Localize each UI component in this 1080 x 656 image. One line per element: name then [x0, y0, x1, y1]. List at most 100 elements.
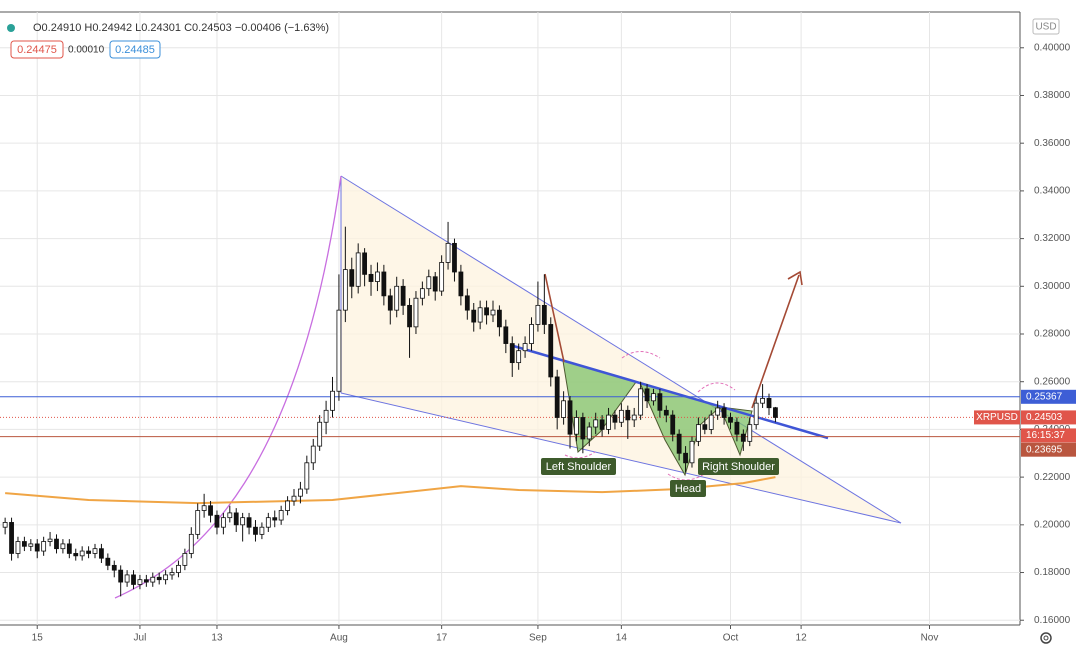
y-tick-label: 0.20000 [1034, 519, 1071, 530]
candle-body [458, 271, 464, 297]
arc [667, 473, 705, 481]
candle-body [670, 414, 676, 435]
candle-body [394, 285, 400, 311]
candle-body [278, 510, 284, 521]
candle-body [73, 553, 79, 557]
x-tick-label: Aug [330, 633, 348, 644]
candle-body [105, 557, 111, 566]
candle-body [721, 407, 727, 418]
candle-body [124, 574, 130, 583]
x-tick-label: 14 [616, 633, 628, 644]
arc [564, 451, 596, 459]
candle-body [683, 452, 688, 464]
candle-body [2, 522, 8, 528]
candle-body [368, 273, 374, 282]
candle-body [169, 572, 175, 576]
x-tick-label: 15 [32, 633, 44, 644]
arrowhead [787, 270, 803, 286]
price-tag-label: 0.23695 [1026, 444, 1063, 455]
candle-body [233, 512, 239, 526]
candle-body [188, 533, 194, 554]
candle-body [137, 579, 143, 585]
y-tick-label: 0.26000 [1034, 376, 1071, 387]
candle-body [452, 242, 457, 273]
candle-body [400, 285, 406, 306]
x-tick-label: 13 [211, 633, 223, 644]
candle-body [131, 574, 136, 585]
x-tick-label: 12 [796, 633, 808, 644]
candle-body [111, 564, 117, 571]
candle-body [246, 517, 252, 528]
left-shoulder-label: Left Shoulder [546, 461, 612, 473]
grid [0, 12, 1020, 625]
candle-body [41, 541, 47, 552]
candle-body [773, 407, 778, 418]
y-tick-label: 0.38000 [1034, 90, 1071, 101]
candle-body [208, 505, 213, 516]
ohlc-line: O0.24910 H0.24942 L0.24301 C0.24503 −0.0… [33, 22, 329, 34]
candle-body [419, 288, 425, 299]
currency-box[interactable] [1032, 18, 1060, 35]
candle-body [740, 433, 746, 442]
candle-body [432, 276, 438, 292]
candle-body [143, 579, 149, 583]
candle-body [79, 550, 85, 557]
candle-body [477, 307, 483, 323]
candle-body [548, 324, 554, 378]
wedge-upper [340, 175, 902, 524]
candle-body [15, 541, 21, 554]
x-tick-label: Nov [921, 633, 939, 644]
arc [697, 382, 736, 393]
arc [621, 351, 661, 359]
candle-body [176, 564, 181, 573]
y-tick-label: 0.30000 [1034, 281, 1071, 292]
candle-body [747, 424, 753, 442]
candle-body [182, 553, 188, 566]
candle-body [439, 262, 445, 292]
trend-arrow [544, 273, 565, 363]
candle-body [214, 514, 220, 528]
label-box [698, 458, 779, 475]
candle-body [535, 304, 541, 325]
symbol-tag [974, 410, 1020, 425]
ask-box[interactable] [109, 40, 161, 59]
price-tag [1021, 389, 1076, 404]
y-tick-label: 0.40000 [1034, 42, 1071, 53]
candle-body [529, 324, 534, 344]
x-tick-label: Sep [529, 633, 547, 644]
candle-body [593, 419, 599, 428]
candle-body [638, 388, 644, 416]
parabolic-curve [114, 175, 342, 599]
candle-body [310, 445, 316, 464]
bid-price: 0.24475 [17, 44, 57, 56]
x-tick-label: Jul [134, 633, 147, 644]
candle-body [253, 526, 258, 535]
currency: USD [1035, 22, 1056, 33]
candle-body [728, 417, 733, 423]
candle-body [490, 309, 496, 316]
settings-icon[interactable] [1040, 632, 1052, 644]
drawings [114, 175, 902, 599]
candle-body [753, 402, 759, 426]
candle-body [195, 510, 201, 535]
candle-body [657, 393, 663, 411]
candle-body [375, 271, 380, 282]
y-tick-label: 0.22000 [1034, 472, 1071, 483]
candle-body [99, 548, 104, 559]
y-tick-label: 0.32000 [1034, 233, 1071, 244]
candle-body [349, 269, 355, 287]
candle-body [471, 309, 477, 323]
x-tick-label: Oct [723, 633, 739, 644]
label-box [541, 458, 616, 475]
wedge-lower [340, 392, 902, 524]
candle-body [150, 576, 156, 583]
price-tag-label: 0.25367 [1026, 391, 1063, 402]
price-tag [1021, 410, 1076, 425]
candle-body [86, 550, 91, 554]
candle-body [60, 543, 66, 550]
candle-body [387, 295, 393, 311]
candle-body [163, 574, 169, 581]
candle-body [760, 398, 765, 404]
bid-box[interactable] [10, 40, 64, 59]
